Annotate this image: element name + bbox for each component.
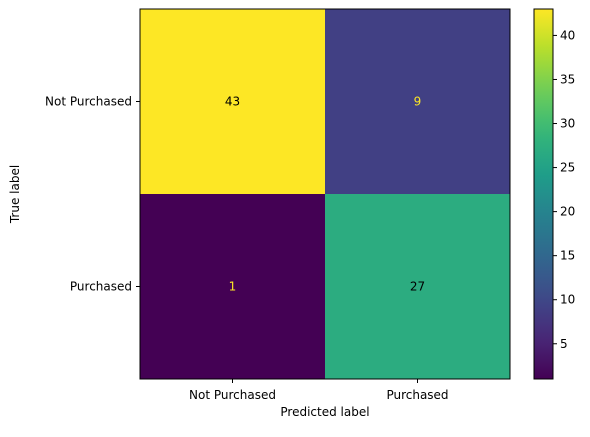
colorbar-ticks: 5 10 15 20 25 30 35 40 — [553, 28, 575, 351]
heatmap-cell — [140, 194, 325, 379]
colorbar — [533, 8, 554, 380]
plot-frame — [139, 8, 511, 380]
x-tick-label: Purchased — [386, 388, 448, 402]
cell-value-label: 9 — [414, 95, 422, 109]
colorbar-tick-label: 40 — [560, 28, 575, 42]
colorbar-tick-label: 5 — [560, 337, 568, 351]
colorbar-tick-label: 15 — [560, 249, 575, 263]
heatmap-cell-labels: 43 9 1 27 — [225, 95, 425, 294]
y-axis-ticks: Not Purchased Purchased — [45, 95, 140, 294]
colorbar-tick-label: 35 — [560, 72, 575, 86]
heatmap-cells — [140, 9, 510, 379]
y-axis-label: True label — [8, 165, 22, 224]
x-axis-ticks: Not Purchased Purchased — [189, 379, 449, 402]
x-axis-label: Predicted label — [280, 405, 369, 419]
colorbar-tick-label: 10 — [560, 293, 575, 307]
colorbar-tick-label: 30 — [560, 117, 575, 131]
colorbar-tick-label: 20 — [560, 205, 575, 219]
y-tick-label: Purchased — [70, 280, 132, 294]
y-tick-label: Not Purchased — [45, 95, 132, 109]
cell-value-label: 1 — [229, 280, 237, 294]
x-tick-label: Not Purchased — [189, 388, 276, 402]
cell-value-label: 43 — [225, 95, 240, 109]
heatmap-cell — [325, 9, 510, 194]
cell-value-label: 27 — [410, 280, 425, 294]
heatmap-cell — [140, 9, 325, 194]
heatmap-cell — [325, 194, 510, 379]
colorbar-tick-label: 25 — [560, 161, 575, 175]
